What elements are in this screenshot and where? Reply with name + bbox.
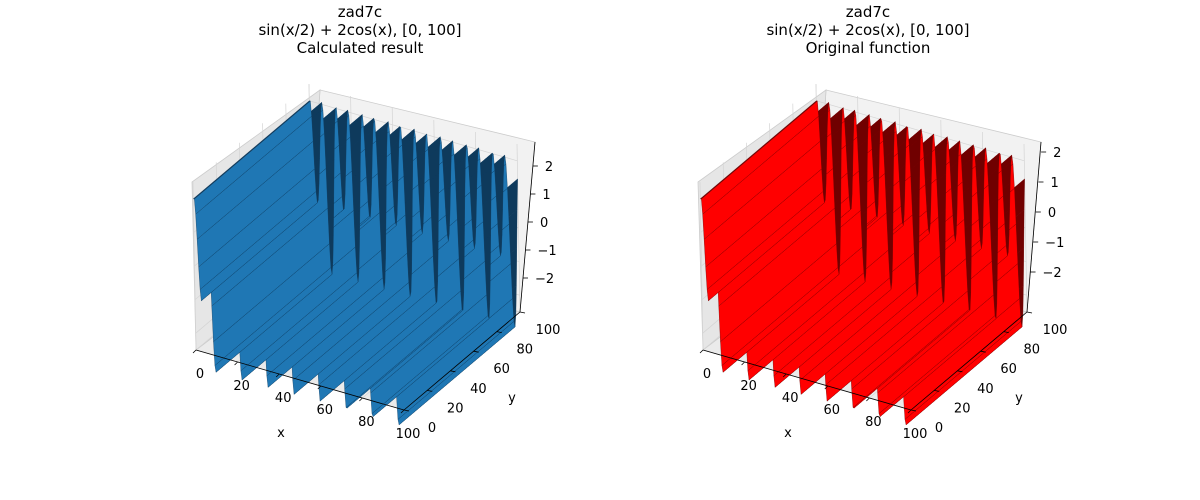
x-tick-mark (192, 349, 197, 354)
y-tick-mark (1003, 331, 1009, 333)
y-tick-label: 60 (1000, 362, 1017, 377)
y-axis-line (910, 311, 1028, 411)
y-axis-label: y (508, 391, 516, 406)
x-axis-label: x (277, 426, 285, 441)
y-tick-mark (450, 370, 456, 373)
z-tick-label: −1 (537, 244, 556, 259)
y-tick-label: 40 (977, 382, 994, 397)
x-tick-label: 80 (358, 415, 375, 430)
x-tick-mark (317, 385, 322, 390)
surface (699, 100, 1025, 426)
surface (192, 100, 518, 426)
surface-strip (192, 100, 311, 200)
y-tick-label: 0 (428, 421, 436, 436)
x-ticks: 0 20 40 60 80 100 (192, 349, 421, 442)
x-axis-label: x (784, 426, 792, 441)
z-tick-label: −2 (535, 272, 554, 287)
y-axis-line (403, 311, 521, 411)
y-tick-label: 100 (1043, 323, 1068, 338)
y-tick-mark (519, 311, 526, 314)
subplot-calculated-result: zad7c sin(x/2) + 2cos(x), [0, 100] Calcu… (191, 3, 561, 442)
z-tick-label: −1 (1045, 236, 1064, 251)
y-tick-mark (473, 350, 479, 353)
y-tick-label: 80 (517, 343, 534, 358)
surface-strip (699, 100, 818, 200)
z-tick-label: 2 (545, 160, 553, 175)
y-tick-mark (980, 350, 986, 353)
z-ticks: 2 1 0 −1 −2 (523, 160, 557, 287)
x-tick-label: 100 (396, 427, 421, 442)
y-tick-mark (403, 409, 410, 412)
x-tick-label: 80 (865, 415, 882, 430)
z-tick-label: 0 (540, 216, 548, 231)
x-tick-mark (699, 349, 704, 354)
z-ticks: 2 1 0 −1 −2 (1030, 146, 1064, 281)
x-axis-line (195, 349, 405, 411)
x-tick-label: 60 (317, 403, 334, 418)
x-tick-label: 40 (275, 391, 292, 406)
y-tick-label: 0 (935, 421, 943, 436)
x-tick-mark (275, 373, 280, 378)
x-tick-mark (782, 373, 787, 378)
z-tick-label: −2 (1043, 266, 1062, 281)
subplot-title-line-1: zad7c (846, 3, 890, 21)
y-tick-mark (496, 331, 502, 333)
x-tick-mark (866, 397, 870, 402)
y-tick-label: 100 (536, 323, 561, 338)
z-tick-label: 0 (1048, 206, 1056, 221)
y-tick-mark (1026, 311, 1033, 314)
y-tick-label: 20 (954, 401, 971, 416)
y-axis-label: y (1015, 391, 1023, 406)
subplot-title-line-1: zad7c (338, 3, 382, 21)
x-tick-label: 20 (233, 379, 250, 394)
y-tick-mark (910, 409, 917, 412)
subplot-original-function: zad7c sin(x/2) + 2cos(x), [0, 100] Origi… (697, 3, 1068, 442)
subplot-title-line-3: Original function (806, 39, 931, 57)
x-tick-label: 100 (903, 427, 928, 442)
y-tick-label: 40 (470, 382, 487, 397)
x-tick-mark (359, 397, 363, 402)
x-tick-label: 60 (824, 403, 841, 418)
x-tick-mark (741, 361, 745, 366)
x-tick-label: 0 (703, 367, 711, 382)
x-ticks: 0 20 40 60 80 100 (699, 349, 928, 442)
subplot-title-line-2: sin(x/2) + 2cos(x), [0, 100] (258, 21, 461, 39)
y-tick-label: 20 (447, 401, 464, 416)
x-tick-mark (907, 409, 912, 414)
z-tick-label: 1 (1050, 176, 1058, 191)
z-axis-line (519, 141, 536, 313)
z-tick-label: 1 (542, 188, 550, 203)
y-tick-label: 80 (1024, 343, 1041, 358)
x-tick-label: 0 (196, 367, 204, 382)
x-tick-mark (234, 361, 238, 366)
y-tick-mark (957, 370, 963, 373)
x-axis-line (702, 349, 912, 411)
z-tick-label: 2 (1053, 146, 1061, 161)
subplot-title-line-3: Calculated result (297, 39, 424, 57)
x-tick-mark (400, 409, 405, 414)
y-tick-label: 60 (493, 362, 510, 377)
y-tick-mark (934, 390, 940, 392)
subplot-title-line-2: sin(x/2) + 2cos(x), [0, 100] (766, 21, 969, 39)
y-tick-mark (427, 390, 433, 392)
x-tick-label: 20 (740, 379, 757, 394)
x-tick-mark (824, 385, 829, 390)
x-tick-label: 40 (782, 391, 799, 406)
z-axis-line (1026, 141, 1042, 313)
